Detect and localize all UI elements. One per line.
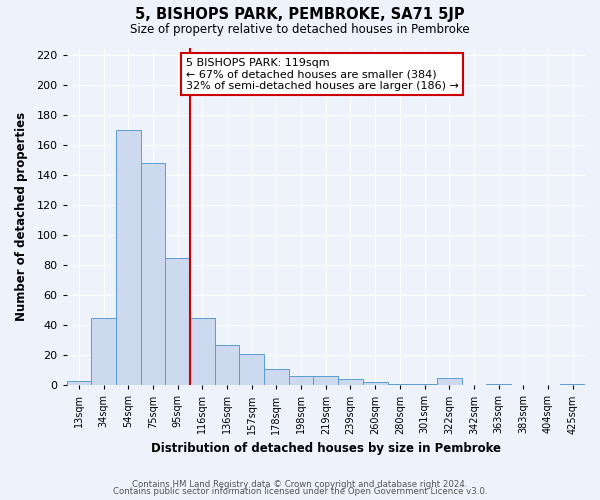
Bar — [190, 318, 215, 386]
Bar — [560, 384, 585, 386]
Y-axis label: Number of detached properties: Number of detached properties — [15, 112, 28, 321]
Text: Contains public sector information licensed under the Open Government Licence v3: Contains public sector information licen… — [113, 488, 487, 496]
Bar — [67, 381, 91, 386]
Bar — [91, 318, 116, 386]
Bar — [239, 354, 264, 386]
Text: Contains HM Land Registry data © Crown copyright and database right 2024.: Contains HM Land Registry data © Crown c… — [132, 480, 468, 489]
Bar — [140, 163, 166, 386]
Bar — [388, 384, 412, 386]
Bar — [264, 369, 289, 386]
Bar — [437, 378, 461, 386]
Bar — [289, 376, 313, 386]
Bar — [363, 382, 388, 386]
Text: Size of property relative to detached houses in Pembroke: Size of property relative to detached ho… — [130, 22, 470, 36]
Bar — [313, 376, 338, 386]
Bar — [486, 384, 511, 386]
Bar — [338, 380, 363, 386]
Bar — [166, 258, 190, 386]
Bar — [412, 384, 437, 386]
Bar — [215, 344, 239, 386]
X-axis label: Distribution of detached houses by size in Pembroke: Distribution of detached houses by size … — [151, 442, 501, 455]
Text: 5 BISHOPS PARK: 119sqm
← 67% of detached houses are smaller (384)
32% of semi-de: 5 BISHOPS PARK: 119sqm ← 67% of detached… — [186, 58, 459, 91]
Bar — [116, 130, 140, 386]
Text: 5, BISHOPS PARK, PEMBROKE, SA71 5JP: 5, BISHOPS PARK, PEMBROKE, SA71 5JP — [135, 8, 465, 22]
